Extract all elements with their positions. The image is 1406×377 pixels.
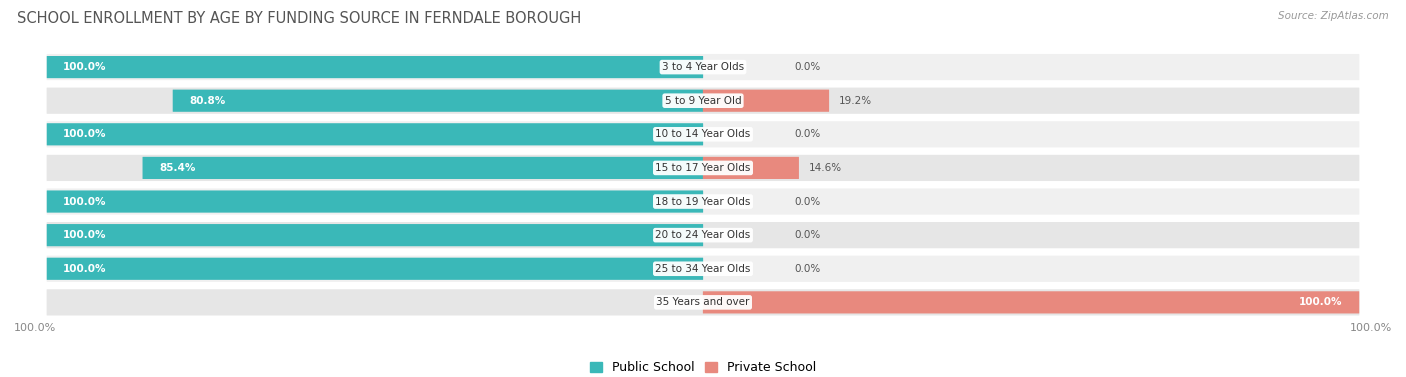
Text: 0.0%: 0.0%	[794, 62, 821, 72]
Text: 100.0%: 100.0%	[1350, 323, 1392, 333]
Text: 3 to 4 Year Olds: 3 to 4 Year Olds	[662, 62, 744, 72]
FancyBboxPatch shape	[46, 256, 1360, 282]
Text: 5 to 9 Year Old: 5 to 9 Year Old	[665, 96, 741, 106]
FancyBboxPatch shape	[142, 157, 703, 179]
Text: 100.0%: 100.0%	[63, 62, 107, 72]
FancyBboxPatch shape	[46, 190, 703, 213]
FancyBboxPatch shape	[173, 90, 703, 112]
Text: 100.0%: 100.0%	[63, 230, 107, 240]
Text: 20 to 24 Year Olds: 20 to 24 Year Olds	[655, 230, 751, 240]
FancyBboxPatch shape	[46, 56, 703, 78]
Text: 100.0%: 100.0%	[63, 129, 107, 139]
FancyBboxPatch shape	[46, 155, 1360, 181]
FancyBboxPatch shape	[703, 157, 799, 179]
Text: 18 to 19 Year Olds: 18 to 19 Year Olds	[655, 196, 751, 207]
Text: 19.2%: 19.2%	[839, 96, 872, 106]
Text: 100.0%: 100.0%	[1299, 297, 1343, 307]
Text: 10 to 14 Year Olds: 10 to 14 Year Olds	[655, 129, 751, 139]
Text: 0.0%: 0.0%	[794, 230, 821, 240]
FancyBboxPatch shape	[46, 224, 703, 246]
Text: 85.4%: 85.4%	[159, 163, 195, 173]
Text: 0.0%: 0.0%	[794, 196, 821, 207]
Text: 80.8%: 80.8%	[190, 96, 225, 106]
FancyBboxPatch shape	[46, 257, 703, 280]
FancyBboxPatch shape	[46, 123, 703, 146]
FancyBboxPatch shape	[703, 291, 1360, 313]
FancyBboxPatch shape	[46, 87, 1360, 114]
Text: 100.0%: 100.0%	[63, 264, 107, 274]
Text: 0.0%: 0.0%	[794, 129, 821, 139]
Text: SCHOOL ENROLLMENT BY AGE BY FUNDING SOURCE IN FERNDALE BOROUGH: SCHOOL ENROLLMENT BY AGE BY FUNDING SOUR…	[17, 11, 581, 26]
FancyBboxPatch shape	[703, 90, 830, 112]
FancyBboxPatch shape	[46, 121, 1360, 147]
Legend: Public School, Private School: Public School, Private School	[585, 356, 821, 377]
FancyBboxPatch shape	[46, 222, 1360, 248]
Text: 100.0%: 100.0%	[14, 323, 56, 333]
Text: 25 to 34 Year Olds: 25 to 34 Year Olds	[655, 264, 751, 274]
FancyBboxPatch shape	[46, 289, 1360, 316]
Text: 15 to 17 Year Olds: 15 to 17 Year Olds	[655, 163, 751, 173]
Text: 35 Years and over: 35 Years and over	[657, 297, 749, 307]
Text: 0.0%: 0.0%	[794, 264, 821, 274]
Text: 100.0%: 100.0%	[63, 196, 107, 207]
Text: Source: ZipAtlas.com: Source: ZipAtlas.com	[1278, 11, 1389, 21]
FancyBboxPatch shape	[46, 54, 1360, 80]
Text: 14.6%: 14.6%	[808, 163, 842, 173]
FancyBboxPatch shape	[46, 188, 1360, 215]
